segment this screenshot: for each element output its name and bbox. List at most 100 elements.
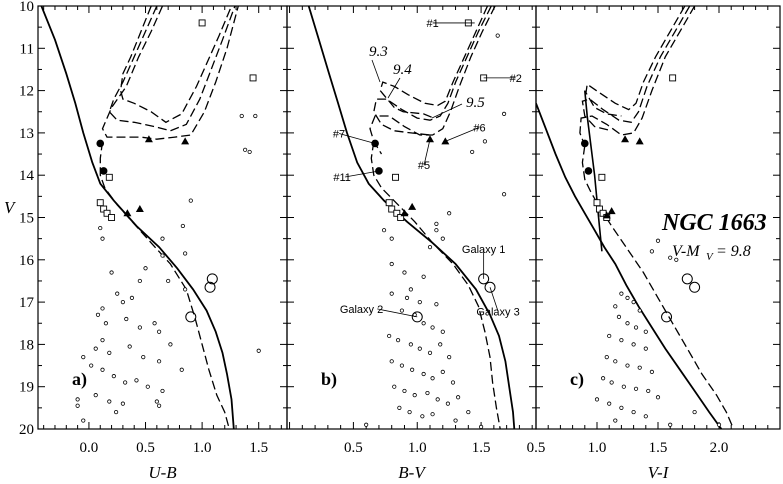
triangle-star-point bbox=[144, 135, 153, 143]
field-star-point bbox=[168, 342, 173, 347]
filled-star-point bbox=[581, 139, 589, 148]
field-star-point bbox=[430, 325, 435, 330]
distance-modulus-label: V-M bbox=[672, 243, 701, 260]
square-star-point bbox=[393, 209, 401, 217]
field-star-point bbox=[631, 409, 636, 415]
annotation-leader bbox=[371, 59, 381, 83]
zams-line bbox=[40, 6, 235, 429]
field-star-point bbox=[649, 369, 655, 374]
field-star-point bbox=[655, 395, 661, 400]
isochrone-age-label: 9.5 bbox=[466, 95, 485, 111]
filled-star-point bbox=[96, 139, 105, 148]
field-star-point bbox=[75, 403, 80, 408]
x-tick-label: 0.0 bbox=[80, 440, 99, 456]
field-star-point bbox=[143, 266, 148, 271]
field-star-point bbox=[100, 306, 105, 311]
isochrone-line bbox=[101, 6, 239, 140]
field-star-point bbox=[127, 344, 132, 349]
field-star-point bbox=[166, 278, 171, 284]
panel-label: c) bbox=[570, 369, 584, 390]
field-star-point bbox=[450, 380, 456, 385]
galaxy-point bbox=[204, 281, 216, 293]
cluster-name: NGC 1663 bbox=[661, 210, 767, 236]
field-star-point bbox=[445, 401, 450, 406]
y-axis-labels: 10 11 12 13 14 15 16 17 18 19 20 bbox=[19, 0, 35, 438]
y-tick-label: 12 bbox=[19, 84, 34, 100]
star-annotation: #11 bbox=[333, 172, 351, 184]
field-star-point bbox=[256, 348, 261, 353]
field-star-point bbox=[152, 321, 157, 326]
field-star-point bbox=[421, 321, 426, 326]
field-star-point bbox=[643, 414, 648, 419]
field-star-point bbox=[89, 363, 94, 368]
field-star-point bbox=[625, 295, 630, 300]
isochrone-age-label: 9.3 bbox=[369, 44, 388, 60]
isochrone-line bbox=[579, 6, 696, 146]
y-tick-label: 14 bbox=[19, 168, 35, 184]
field-star-point bbox=[387, 333, 392, 339]
y-tick-label: 10 bbox=[19, 0, 34, 15]
field-star-point bbox=[389, 291, 394, 296]
x-tick-label: 1.5 bbox=[249, 440, 268, 456]
triangle-star-point bbox=[408, 202, 417, 210]
field-star-point bbox=[141, 354, 146, 360]
galaxy-point bbox=[689, 281, 701, 293]
field-star-point bbox=[646, 388, 651, 394]
field-star-point bbox=[123, 380, 128, 385]
triangle-star-point bbox=[602, 211, 611, 219]
field-star-point bbox=[417, 299, 422, 305]
triangle-star-point bbox=[426, 135, 435, 143]
field-star-point bbox=[482, 139, 488, 144]
y-axis-label: V bbox=[4, 198, 17, 217]
triangle-star-point bbox=[441, 137, 450, 145]
panel-c: 0.5 1.0 1.5 2.0 V-I c) bbox=[527, 5, 781, 482]
field-star-point bbox=[604, 354, 609, 360]
square-star-point bbox=[595, 205, 603, 213]
galaxy-point bbox=[661, 311, 673, 323]
field-star-point bbox=[613, 418, 618, 423]
triangle-star-point bbox=[621, 135, 630, 143]
y-tick-label: 20 bbox=[19, 422, 34, 438]
field-star-point bbox=[633, 386, 639, 391]
field-star-point bbox=[253, 113, 258, 119]
field-star-point bbox=[495, 33, 500, 38]
star-annotation: #6 bbox=[473, 122, 485, 134]
field-star-point bbox=[247, 149, 252, 155]
field-star-point bbox=[137, 278, 142, 284]
field-star-point bbox=[81, 418, 86, 423]
field-star-point bbox=[183, 251, 188, 256]
field-star-point bbox=[364, 422, 369, 427]
y-tick-label: 13 bbox=[19, 126, 34, 142]
field-star-point bbox=[100, 367, 105, 372]
field-star-point bbox=[397, 405, 402, 410]
field-star-point bbox=[157, 329, 162, 334]
field-star-point bbox=[120, 401, 125, 406]
field-star-point bbox=[408, 342, 413, 347]
field-star-point bbox=[107, 350, 112, 355]
field-star-point bbox=[607, 401, 612, 406]
field-star-point bbox=[93, 393, 98, 398]
field-star-point bbox=[643, 346, 648, 351]
field-star-point bbox=[440, 329, 445, 334]
field-star-point bbox=[600, 376, 606, 381]
panel-frame bbox=[37, 5, 288, 430]
triangle-star-point bbox=[135, 205, 144, 213]
field-star-point bbox=[631, 342, 636, 347]
square-star-point bbox=[103, 209, 111, 217]
field-star-point bbox=[100, 338, 105, 343]
x-tick-label: 0.5 bbox=[344, 440, 363, 456]
field-star-point bbox=[674, 257, 679, 262]
x-tick-label: 1.5 bbox=[649, 440, 668, 456]
galaxy-point bbox=[411, 311, 423, 323]
field-star-point bbox=[478, 424, 484, 429]
field-star-point bbox=[692, 409, 697, 415]
field-star-point bbox=[619, 405, 624, 410]
isochrone-line bbox=[373, 6, 492, 136]
square-star-point bbox=[669, 74, 677, 82]
field-star-point bbox=[435, 397, 440, 402]
field-star-point bbox=[407, 409, 412, 415]
square-star-point bbox=[593, 199, 601, 207]
field-star-point bbox=[649, 249, 655, 254]
field-star-point bbox=[434, 221, 439, 226]
x-tick-label: 1.0 bbox=[193, 440, 212, 456]
